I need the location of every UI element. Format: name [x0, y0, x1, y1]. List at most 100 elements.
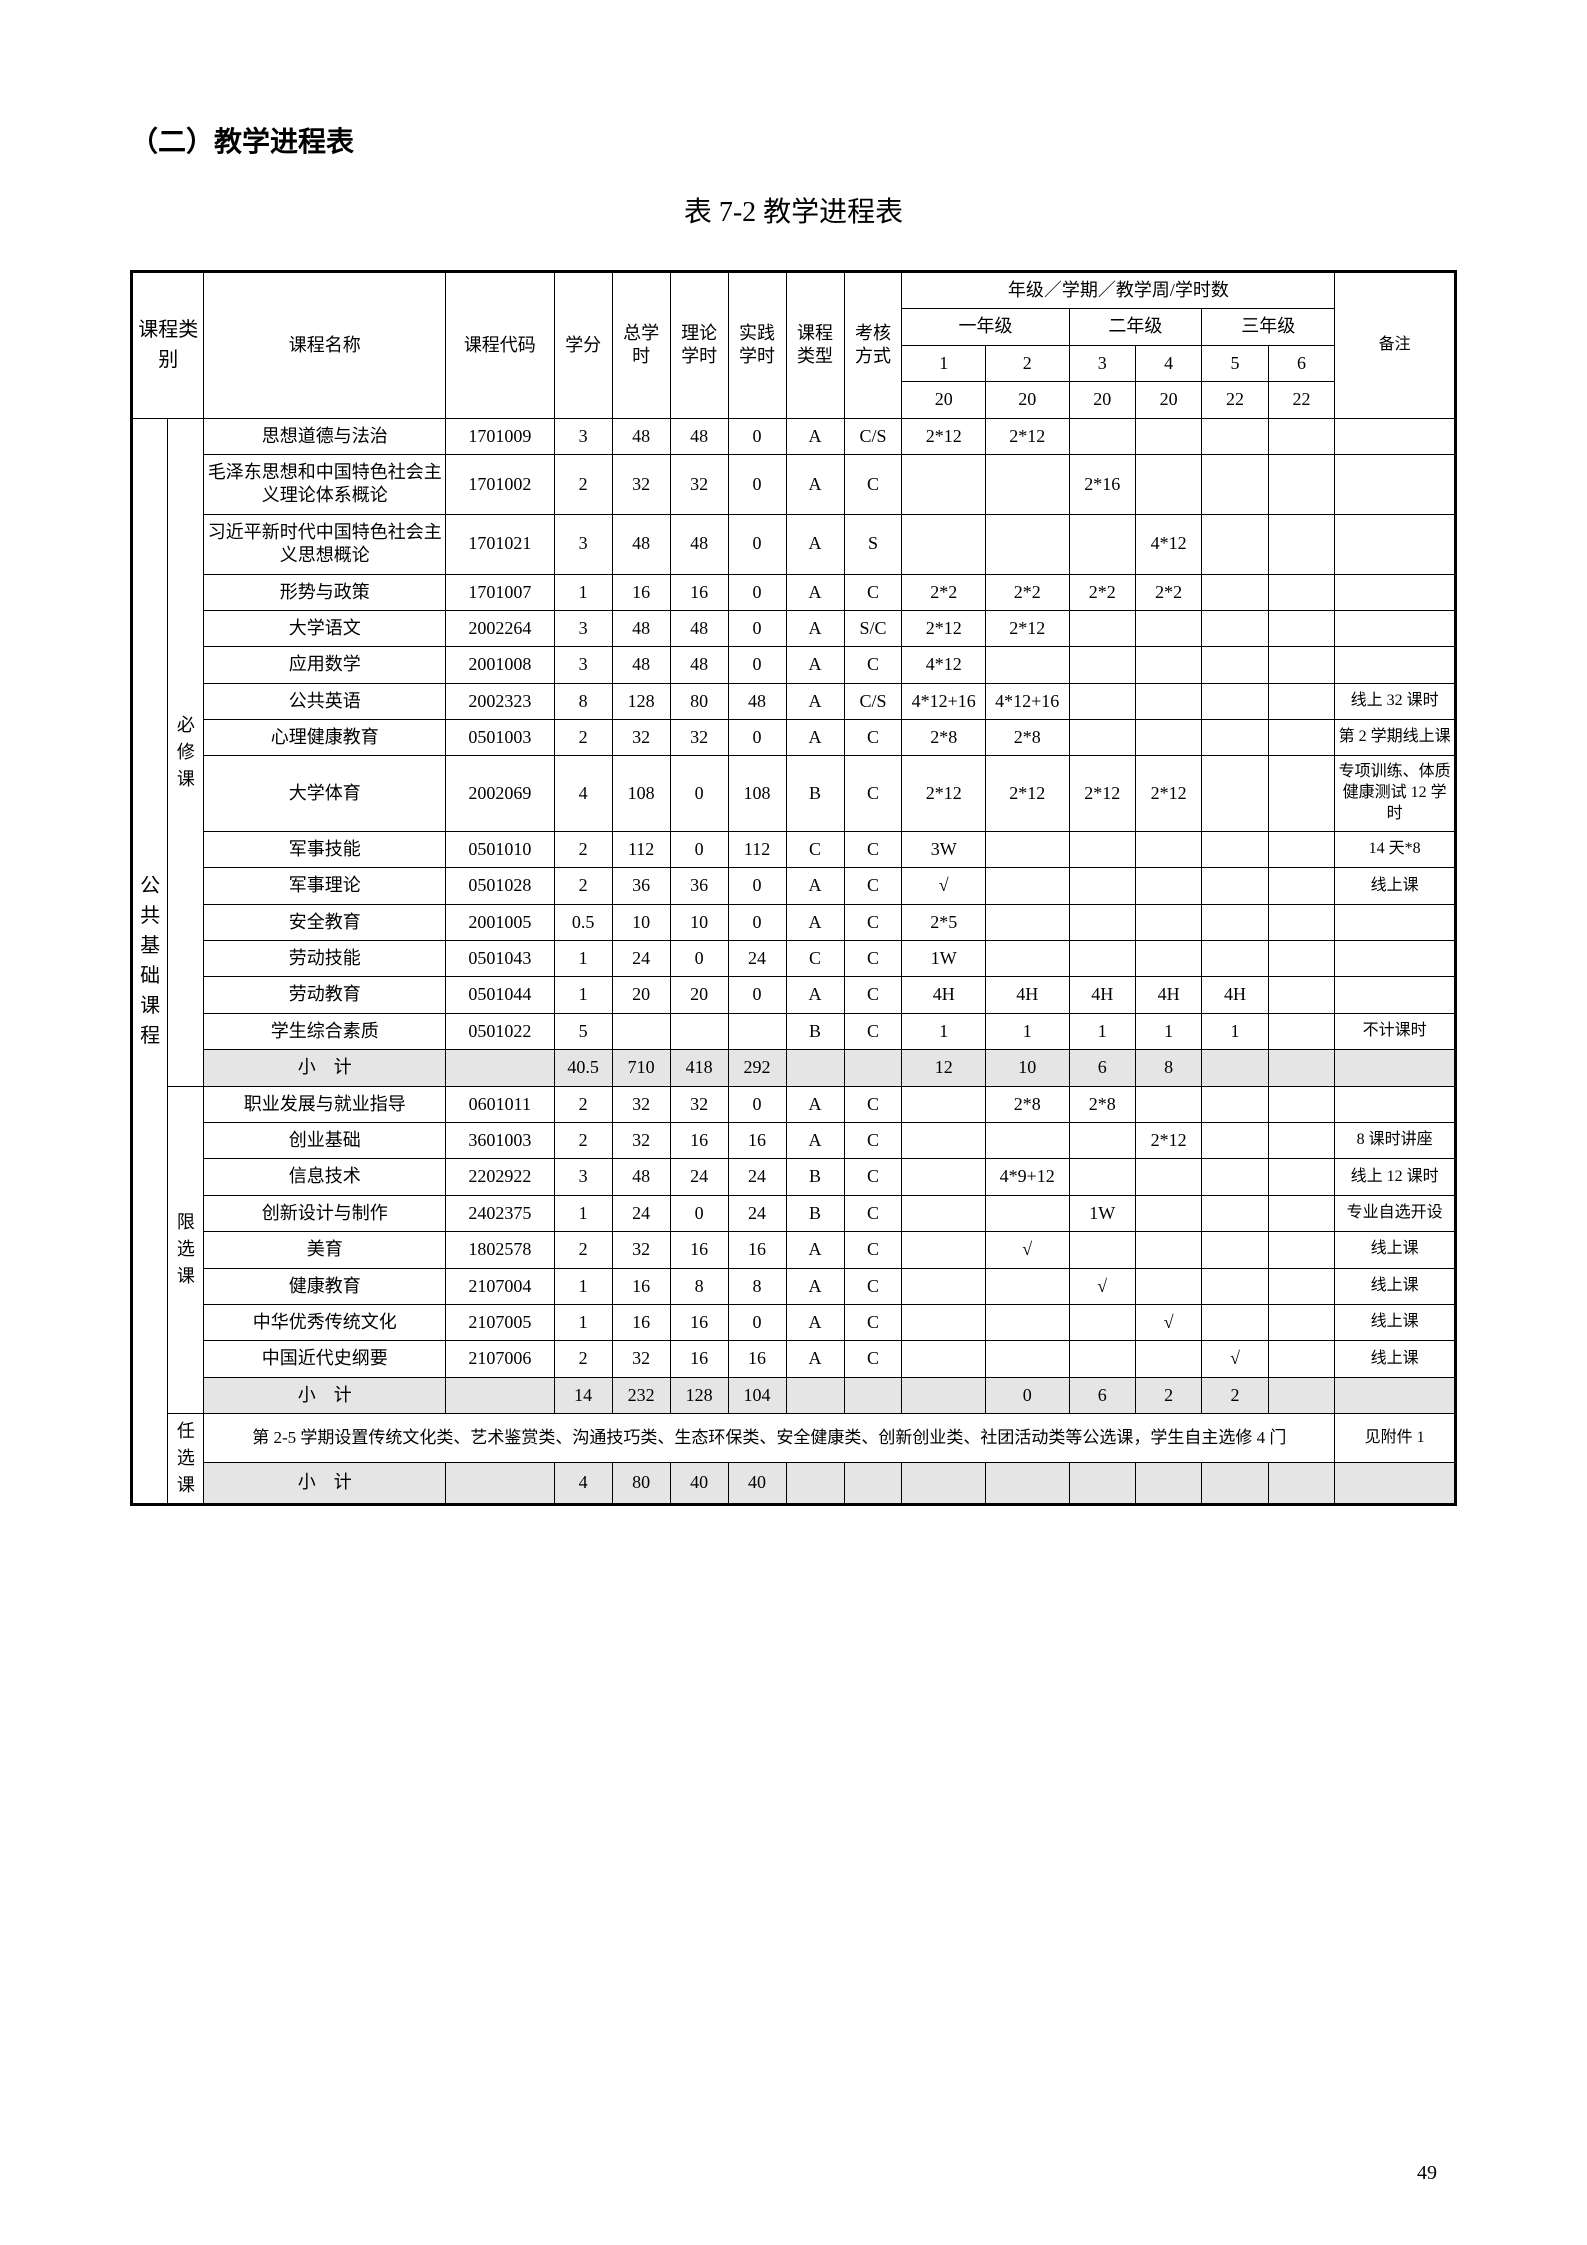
credit: 3 [554, 514, 612, 574]
practice-hours: 0 [728, 868, 786, 904]
total-hours: 48 [612, 1159, 670, 1195]
course-name: 创业基础 [204, 1122, 446, 1158]
sem1: 2*12 [902, 418, 986, 454]
total-hours: 24 [612, 941, 670, 977]
sem4: 2*12 [1135, 1122, 1201, 1158]
theory-hours: 16 [670, 1122, 728, 1158]
sem6 [1268, 1195, 1334, 1231]
sem1 [902, 454, 986, 514]
course-name: 中国近代史纲要 [204, 1341, 446, 1377]
cell [786, 1377, 844, 1413]
sem1: 2*5 [902, 904, 986, 940]
sem2 [985, 647, 1069, 683]
theory-hours: 20 [670, 977, 728, 1013]
total-hours: 48 [612, 418, 670, 454]
sem6 [1268, 610, 1334, 646]
sem4: 1 [1135, 1013, 1201, 1049]
assess-mode: C [844, 977, 902, 1013]
credit: 2 [554, 1232, 612, 1268]
assess-mode: C [844, 904, 902, 940]
course-type: A [786, 1304, 844, 1340]
theory-hours: 80 [670, 683, 728, 719]
cell [445, 1462, 554, 1504]
cell: 40.5 [554, 1050, 612, 1086]
course-code: 2202922 [445, 1159, 554, 1195]
sem3 [1069, 904, 1135, 940]
table-row: 劳动教育0501044120200AC4H4H4H4H4H [132, 977, 1456, 1013]
course-code: 0501044 [445, 977, 554, 1013]
sem3 [1069, 1232, 1135, 1268]
sem3 [1069, 1122, 1135, 1158]
remark [1335, 904, 1456, 940]
header-week4: 20 [1135, 382, 1201, 418]
sem5 [1202, 720, 1268, 756]
course-name: 信息技术 [204, 1159, 446, 1195]
remark: 第 2 学期线上课 [1335, 720, 1456, 756]
credit: 2 [554, 1086, 612, 1122]
course-type: A [786, 904, 844, 940]
sem5: 4H [1202, 977, 1268, 1013]
credit: 1 [554, 1304, 612, 1340]
sem2: 4*9+12 [985, 1159, 1069, 1195]
total-hours: 32 [612, 1122, 670, 1158]
cell: 710 [612, 1050, 670, 1086]
cell [844, 1462, 902, 1504]
sem2 [985, 1122, 1069, 1158]
table-row: 军事理论0501028236360AC√线上课 [132, 868, 1456, 904]
remark: 8 课时讲座 [1335, 1122, 1456, 1158]
course-code: 1701002 [445, 454, 554, 514]
header-theory: 理论学时 [670, 272, 728, 419]
course-code: 2107006 [445, 1341, 554, 1377]
sem5 [1202, 904, 1268, 940]
course-type: A [786, 1232, 844, 1268]
table-title: 表 7-2 教学进程表 [130, 190, 1457, 230]
sem6 [1268, 574, 1334, 610]
total-hours: 32 [612, 720, 670, 756]
sem1: 2*12 [902, 610, 986, 646]
sem2 [985, 454, 1069, 514]
table-row: 创业基础36010032321616AC2*128 课时讲座 [132, 1122, 1456, 1158]
cell [985, 1462, 1069, 1504]
table-body: 公共基础课程必修课思想道德与法治1701009348480AC/S2*122*1… [132, 418, 1456, 1505]
sem3: 2*12 [1069, 756, 1135, 831]
cell: 232 [612, 1377, 670, 1413]
cell: 6 [1069, 1377, 1135, 1413]
course-code: 2001008 [445, 647, 554, 683]
practice-hours [728, 1013, 786, 1049]
remark [1335, 610, 1456, 646]
sem6 [1268, 647, 1334, 683]
course-type: A [786, 418, 844, 454]
schedule-table: 课程类别 课程名称 课程代码 学分 总学时 理论学时 实践学时 课程类型 考核方… [130, 270, 1457, 1506]
course-name: 创新设计与制作 [204, 1195, 446, 1231]
sem5 [1202, 1122, 1268, 1158]
assess-mode: C [844, 1304, 902, 1340]
remark: 14 天*8 [1335, 831, 1456, 867]
sem3 [1069, 418, 1135, 454]
course-code: 0501022 [445, 1013, 554, 1049]
cell: 10 [985, 1050, 1069, 1086]
cell [1135, 1462, 1201, 1504]
sem3: 4H [1069, 977, 1135, 1013]
assess-mode: S/C [844, 610, 902, 646]
assess-mode: S [844, 514, 902, 574]
credit: 2 [554, 868, 612, 904]
credit: 3 [554, 1159, 612, 1195]
page-number: 49 [1417, 2162, 1437, 2185]
sem6 [1268, 756, 1334, 831]
credit: 1 [554, 1195, 612, 1231]
course-code: 0501028 [445, 868, 554, 904]
credit: 3 [554, 610, 612, 646]
practice-hours: 24 [728, 941, 786, 977]
practice-hours: 0 [728, 418, 786, 454]
header-week6: 22 [1268, 382, 1334, 418]
table-row: 安全教育20010050.510100AC2*5 [132, 904, 1456, 940]
table-row: 心理健康教育0501003232320AC2*82*8第 2 学期线上课 [132, 720, 1456, 756]
theory-hours: 32 [670, 454, 728, 514]
sem3 [1069, 831, 1135, 867]
cell: 80 [612, 1462, 670, 1504]
sem3 [1069, 610, 1135, 646]
sem5 [1202, 1268, 1268, 1304]
table-row: 任选课第 2-5 学期设置传统文化类、艺术鉴赏类、沟通技巧类、生态环保类、安全健… [132, 1414, 1456, 1463]
cell [445, 1377, 554, 1413]
sem1: 2*12 [902, 756, 986, 831]
